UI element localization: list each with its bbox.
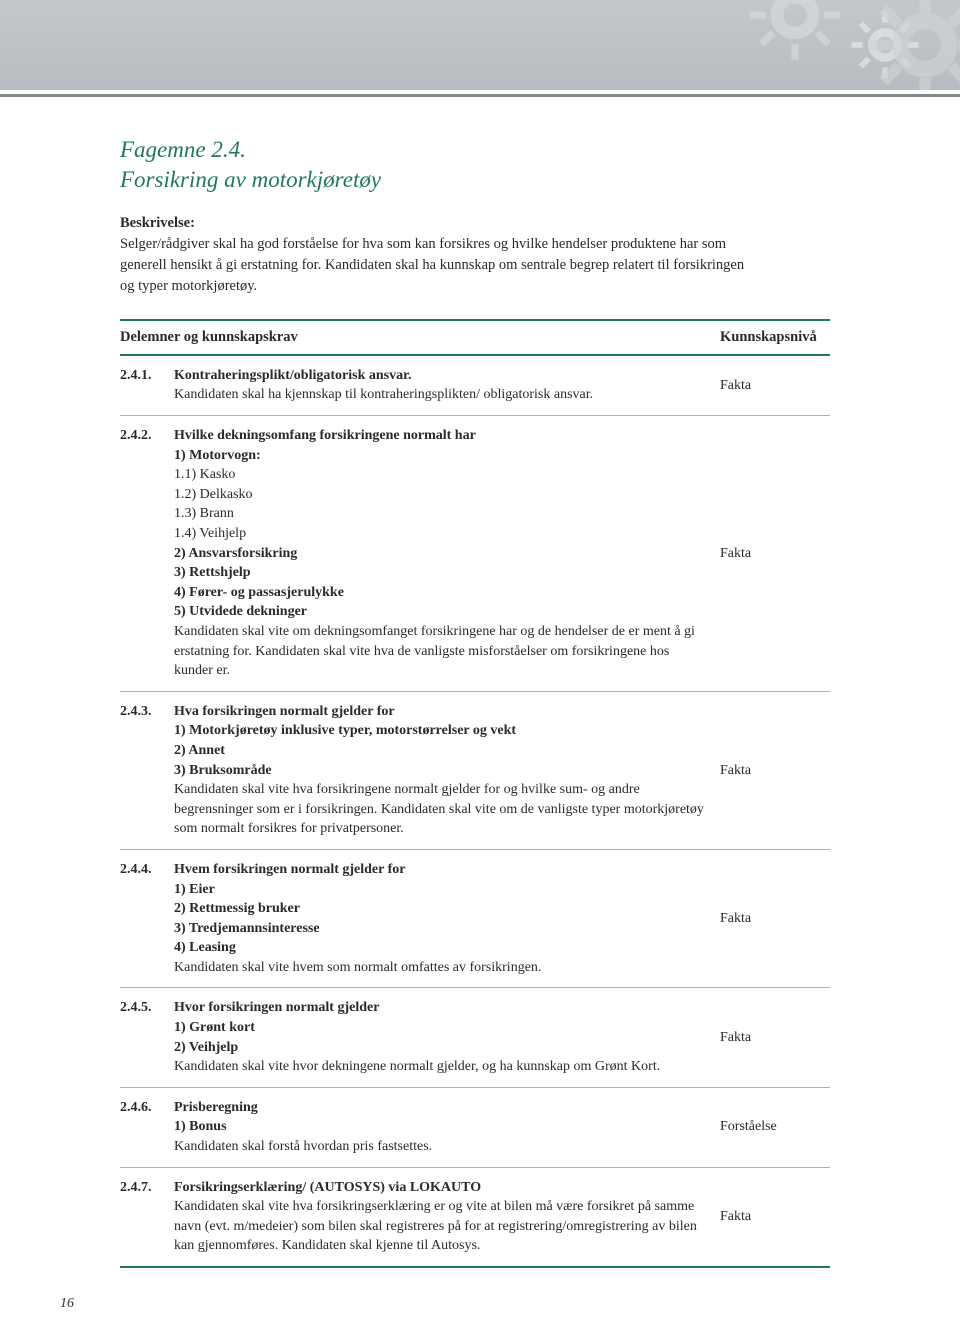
- title-line-1: Fagemne 2.4.: [120, 137, 246, 162]
- table-header-left: Delemner og kunnskapskrav: [120, 320, 710, 355]
- row-level: Fakta: [710, 691, 830, 849]
- row-heading: Forsikringserklæring/ (AUTOSYS) via LOKA…: [174, 1178, 704, 1198]
- row-heading: Hva forsikringen normalt gjelder for 1) …: [174, 702, 704, 780]
- table-row: 2.4.1.Kontraheringsplikt/obligatorisk an…: [120, 355, 830, 416]
- row-body: Kandidaten skal forstå hvordan pris fast…: [174, 1137, 704, 1157]
- row-number: 2.4.3.: [120, 691, 174, 849]
- row-body: Kandidaten skal vite hvem som normalt om…: [174, 958, 704, 978]
- row-content: Forsikringserklæring/ (AUTOSYS) via LOKA…: [174, 1167, 710, 1267]
- table-row: 2.4.6.Prisberegning 1) BonusKandidaten s…: [120, 1087, 830, 1167]
- row-level: Fakta: [710, 355, 830, 416]
- row-mid-bold: 2) Ansvarsforsikring 3) Rettshjelp 4) Fø…: [174, 544, 704, 622]
- row-content: Hvem forsikringen normalt gjelder for 1)…: [174, 849, 710, 988]
- row-content: Hvor forsikringen normalt gjelder 1) Grø…: [174, 988, 710, 1087]
- row-body: Kandidaten skal vite hva forsikringserkl…: [174, 1197, 704, 1256]
- row-content: Hva forsikringen normalt gjelder for 1) …: [174, 691, 710, 849]
- row-number: 2.4.5.: [120, 988, 174, 1087]
- section-title: Fagemne 2.4. Forsikring av motorkjøretøy: [120, 135, 870, 195]
- table-row: 2.4.5.Hvor forsikringen normalt gjelder …: [120, 988, 830, 1087]
- page-content: Fagemne 2.4. Forsikring av motorkjøretøy…: [0, 97, 960, 1308]
- row-content: Prisberegning 1) BonusKandidaten skal fo…: [174, 1087, 710, 1167]
- row-number: 2.4.7.: [120, 1167, 174, 1267]
- gear-icon: [870, 0, 960, 90]
- gear-icon: [750, 0, 840, 60]
- table-header-right: Kunnskapsnivå: [710, 320, 830, 355]
- row-level: Forståelse: [710, 1087, 830, 1167]
- header-band: [0, 0, 960, 90]
- table-row: 2.4.3.Hva forsikringen normalt gjelder f…: [120, 691, 830, 849]
- description-label: Beskrivelse:: [120, 215, 195, 231]
- row-level: Fakta: [710, 416, 830, 692]
- requirements-table: Delemner og kunnskapskrav Kunnskapsnivå …: [120, 319, 830, 1268]
- row-number: 2.4.2.: [120, 416, 174, 692]
- row-heading: Hvilke dekningsomfang forsikringene norm…: [174, 426, 704, 465]
- table-row: 2.4.7.Forsikringserklæring/ (AUTOSYS) vi…: [120, 1167, 830, 1267]
- title-line-2: Forsikring av motorkjøretøy: [120, 167, 381, 192]
- row-content: Kontraheringsplikt/obligatorisk ansvar.K…: [174, 355, 710, 416]
- table-row: 2.4.4.Hvem forsikringen normalt gjelder …: [120, 849, 830, 988]
- row-heading: Hvem forsikringen normalt gjelder for 1)…: [174, 860, 704, 958]
- row-heading: Kontraheringsplikt/obligatorisk ansvar.: [174, 366, 704, 386]
- row-level: Fakta: [710, 988, 830, 1087]
- description: Beskrivelse: Selger/rådgiver skal ha god…: [120, 213, 760, 297]
- row-heading: Prisberegning 1) Bonus: [174, 1098, 704, 1137]
- row-heading: Hvor forsikringen normalt gjelder 1) Grø…: [174, 998, 704, 1057]
- row-number: 2.4.1.: [120, 355, 174, 416]
- row-body: Kandidaten skal vite hvor dekningene nor…: [174, 1057, 704, 1077]
- row-content: Hvilke dekningsomfang forsikringene norm…: [174, 416, 710, 692]
- description-body: Selger/rådgiver skal ha god forståelse f…: [120, 236, 744, 294]
- row-number: 2.4.6.: [120, 1087, 174, 1167]
- row-body: Kandidaten skal vite hva forsikringene n…: [174, 780, 704, 839]
- row-prebody: 1.1) Kasko 1.2) Delkasko 1.3) Brann 1.4)…: [174, 465, 704, 543]
- table-row: 2.4.2.Hvilke dekningsomfang forsikringen…: [120, 416, 830, 692]
- row-level: Fakta: [710, 849, 830, 988]
- row-level: Fakta: [710, 1167, 830, 1267]
- row-number: 2.4.4.: [120, 849, 174, 988]
- row-body: Kandidaten skal ha kjennskap til kontrah…: [174, 385, 704, 405]
- row-body: Kandidaten skal vite om dekningsomfanget…: [174, 622, 704, 681]
- page-number: 16: [60, 1296, 74, 1312]
